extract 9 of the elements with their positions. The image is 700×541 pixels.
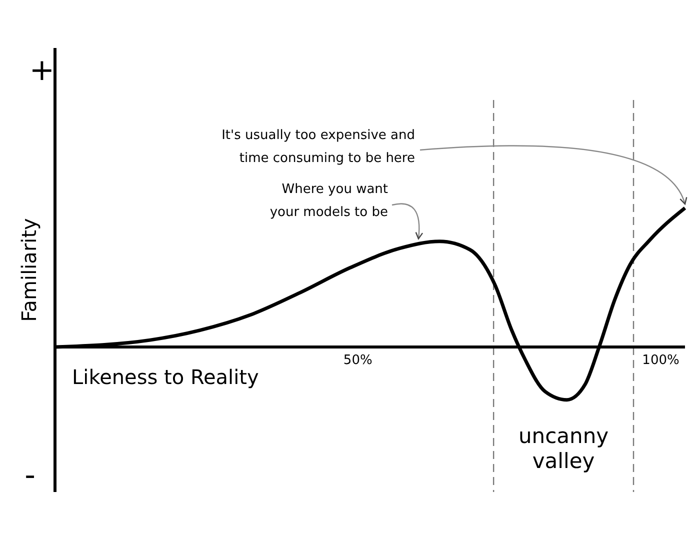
x-tick-label: 100%	[642, 353, 680, 368]
text: +	[29, 53, 55, 88]
text: uncanny valley	[518, 424, 609, 473]
annotation: Where you want your models to be	[270, 182, 388, 220]
y-axis-title: Familiarity	[17, 218, 41, 322]
annotation: It's usually too expensive and time consuming to be here	[222, 128, 415, 166]
text: -	[24, 458, 36, 493]
x-tick-label: 50%	[343, 353, 372, 368]
x-axis-title: Likeness to Reality	[72, 365, 259, 389]
